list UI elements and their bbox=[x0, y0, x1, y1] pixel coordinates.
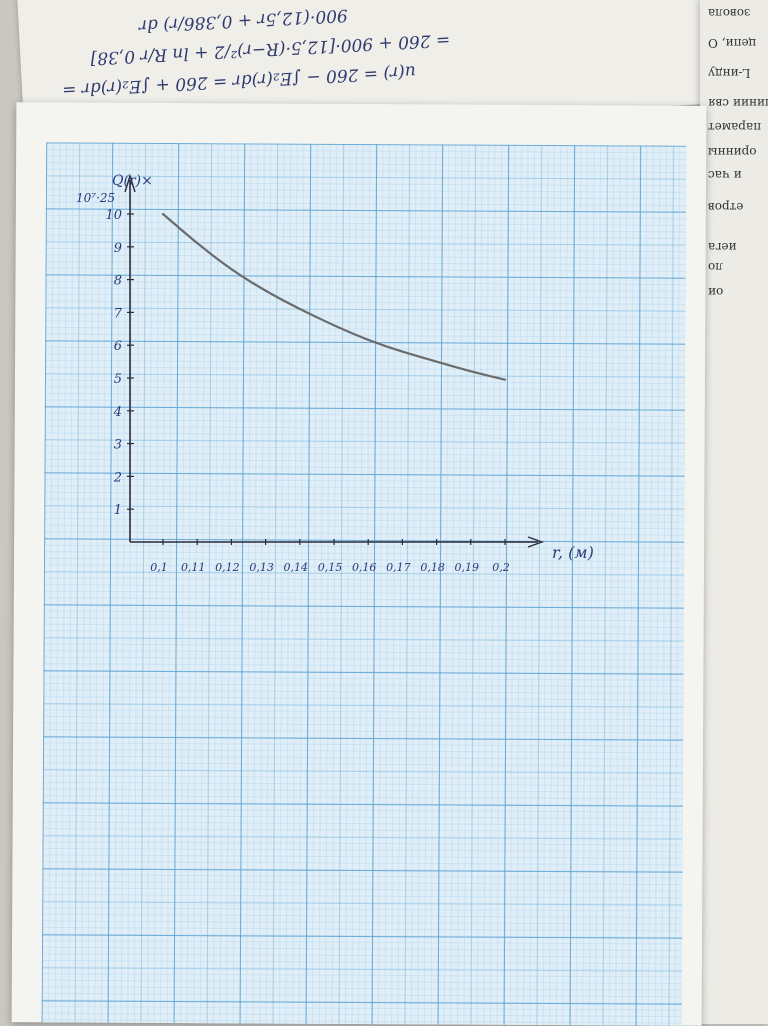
x-tick-label: 0,19 bbox=[455, 561, 480, 574]
y-tick-label: 3 bbox=[114, 438, 122, 453]
x-tick-label: 0,2 bbox=[492, 561, 510, 574]
data-point bbox=[367, 339, 370, 342]
x-tick-label: 0,13 bbox=[249, 561, 274, 574]
data-point bbox=[435, 360, 438, 363]
data-point bbox=[469, 370, 472, 373]
x-tick-label: 0,11 bbox=[181, 561, 206, 574]
data-point bbox=[504, 378, 506, 381]
y-tick-label: 6 bbox=[114, 339, 122, 354]
y-tick-label: 8 bbox=[114, 274, 122, 289]
x-tick-label: 0,18 bbox=[420, 561, 445, 574]
y-axis-label: Q(r)× bbox=[112, 173, 153, 189]
data-point bbox=[333, 324, 335, 327]
x-axis-label: r, (м) bbox=[552, 543, 594, 562]
data-point bbox=[264, 290, 267, 292]
y-tick-label: 1 bbox=[114, 503, 122, 518]
chart-axes bbox=[124, 173, 545, 548]
x-axis-arrow bbox=[527, 536, 545, 548]
x-tick-label: 0,17 bbox=[386, 561, 411, 574]
data-point bbox=[230, 268, 233, 271]
y-tick-label: 9 bbox=[114, 241, 122, 256]
x-tick-label: 0,15 bbox=[318, 561, 343, 574]
y-tick-label: 2 bbox=[113, 470, 122, 485]
background-book-edge: зовола цепи, О L-инду линии свя парамет … bbox=[700, 0, 768, 1024]
x-tick-label: 0,16 bbox=[352, 561, 377, 574]
data-point bbox=[298, 308, 301, 311]
y-axis-multiplier: 10⁷·25 bbox=[76, 191, 115, 205]
data-point bbox=[401, 350, 404, 353]
y-tick-label: 4 bbox=[113, 405, 122, 420]
y-axis-arrow bbox=[124, 173, 136, 193]
chart-ticks: 0,1 0,11 0,12 0,13 0,14 0,15 0,16 0,17 0,18 0,19 0… bbox=[105, 208, 509, 574]
data-point bbox=[196, 242, 199, 245]
x-tick-label: 0,1 bbox=[150, 561, 168, 574]
y-tick-label: 10 bbox=[105, 208, 122, 223]
y-tick-label: 7 bbox=[114, 306, 123, 321]
data-point bbox=[162, 213, 164, 215]
y-tick-label: 5 bbox=[114, 372, 122, 387]
x-tick-label: 0,12 bbox=[215, 561, 240, 574]
series-line bbox=[161, 212, 507, 381]
chart-series bbox=[161, 212, 507, 381]
x-tick-label: 0,14 bbox=[284, 561, 309, 574]
